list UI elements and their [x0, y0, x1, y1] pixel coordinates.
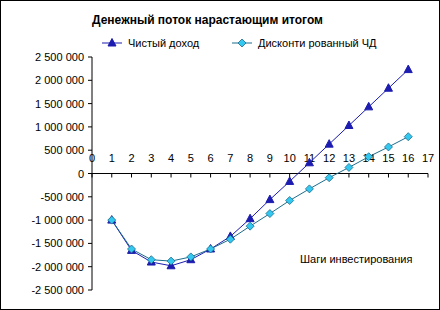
x-tick — [348, 174, 349, 178]
y-tick — [88, 220, 92, 221]
x-tick-label: 12 — [323, 152, 335, 164]
x-tick-label: 16 — [402, 152, 414, 164]
x-tick-label: 17 — [422, 152, 434, 164]
x-tick — [131, 174, 132, 178]
data-point — [384, 84, 392, 92]
data-point — [128, 246, 136, 254]
legend-marker — [108, 39, 116, 47]
x-tick — [230, 174, 231, 178]
x-tick — [250, 174, 251, 178]
chart: Денежный поток нарастающим итогом Чистый … — [0, 0, 440, 310]
series-line — [112, 70, 408, 266]
y-tick — [88, 173, 92, 174]
y-tick-label: -1 500 000 — [31, 237, 84, 249]
x-axis-label: Шаги инвестирования — [300, 253, 412, 265]
x-tick-label: 5 — [188, 152, 194, 164]
y-tick-label: 2 500 000 — [35, 51, 84, 63]
data-point — [167, 257, 175, 265]
data-point — [207, 244, 215, 252]
y-tick-label: -1 000 000 — [31, 214, 84, 226]
data-point — [286, 177, 294, 185]
x-tick-label: 8 — [247, 152, 253, 164]
y-tick — [88, 126, 92, 127]
data-point — [266, 195, 274, 203]
x-tick — [92, 174, 93, 178]
y-tick — [88, 290, 92, 291]
x-tick-label: 13 — [343, 152, 355, 164]
data-point — [384, 143, 392, 151]
legend-label: Дисконти рованный ЧД — [258, 37, 377, 49]
y-tick-label: 2 000 000 — [35, 74, 84, 86]
y-tick — [88, 103, 92, 104]
data-point — [207, 245, 215, 253]
chart-border — [1, 1, 440, 310]
y-tick — [88, 196, 92, 197]
plot-data — [108, 65, 412, 269]
legend: Чистый доход Дисконти рованный ЧД — [102, 37, 377, 49]
x-tick — [151, 174, 152, 178]
y-tick-label: 1 000 000 — [35, 121, 84, 133]
y-tick-label: -2 500 000 — [31, 284, 84, 296]
x-tick-label: 4 — [168, 152, 174, 164]
data-point — [365, 102, 373, 110]
x-tick-label: 14 — [363, 152, 375, 164]
data-point — [404, 133, 412, 141]
x-tick — [388, 174, 389, 178]
x-tick-label: 7 — [227, 152, 233, 164]
data-point — [226, 235, 234, 243]
x-tick-label: 10 — [284, 152, 296, 164]
legend-marker — [238, 39, 246, 47]
y-axis — [92, 57, 93, 290]
y-tick-label: 500 000 — [44, 144, 84, 156]
data-point — [345, 163, 353, 171]
x-tick-label: 6 — [208, 152, 214, 164]
data-point — [365, 153, 373, 161]
data-point — [266, 210, 274, 218]
y-tick-label: 0 — [78, 168, 84, 180]
legend-label: Чистый доход — [128, 37, 200, 49]
x-tick-label: 0 — [89, 152, 95, 164]
y-tick — [88, 80, 92, 81]
data-point — [345, 121, 353, 129]
series-line — [112, 137, 408, 261]
x-tick-label: 2 — [128, 152, 134, 164]
data-point — [108, 216, 116, 224]
x-axis — [92, 173, 428, 174]
data-point — [325, 140, 333, 148]
x-tick-label: 15 — [382, 152, 394, 164]
title: Денежный поток нарастающим итогом — [92, 13, 323, 27]
data-point — [246, 214, 254, 222]
y-tick — [88, 243, 92, 244]
x-tick — [309, 174, 310, 178]
data-point — [286, 197, 294, 205]
x-tick — [408, 174, 409, 178]
x-tick-label: 9 — [267, 152, 273, 164]
data-point — [108, 216, 116, 224]
x-tick — [190, 174, 191, 178]
x-tick — [111, 174, 112, 178]
data-point — [305, 158, 313, 166]
y-tick-label: -2 000 000 — [31, 261, 84, 273]
data-point — [305, 185, 313, 193]
x-tick-label: 1 — [109, 152, 115, 164]
x-tick — [171, 174, 172, 178]
x-tick — [269, 174, 270, 178]
x-tick — [368, 174, 369, 178]
data-point — [187, 253, 195, 261]
y-tick — [88, 57, 92, 58]
data-point — [246, 222, 254, 230]
y-tick-label: -500 000 — [41, 191, 84, 203]
x-tick — [210, 174, 211, 178]
y-tick-label: 1 500 000 — [35, 98, 84, 110]
data-point — [147, 256, 155, 264]
data-point — [404, 65, 412, 73]
axes: -2 500 000 -2 000 000 -1 500 000 -1 000 000… — [31, 51, 434, 296]
data-point — [128, 245, 136, 253]
data-point — [325, 174, 333, 182]
y-tick — [88, 266, 92, 267]
x-tick-label: 3 — [148, 152, 154, 164]
x-tick — [428, 174, 429, 178]
